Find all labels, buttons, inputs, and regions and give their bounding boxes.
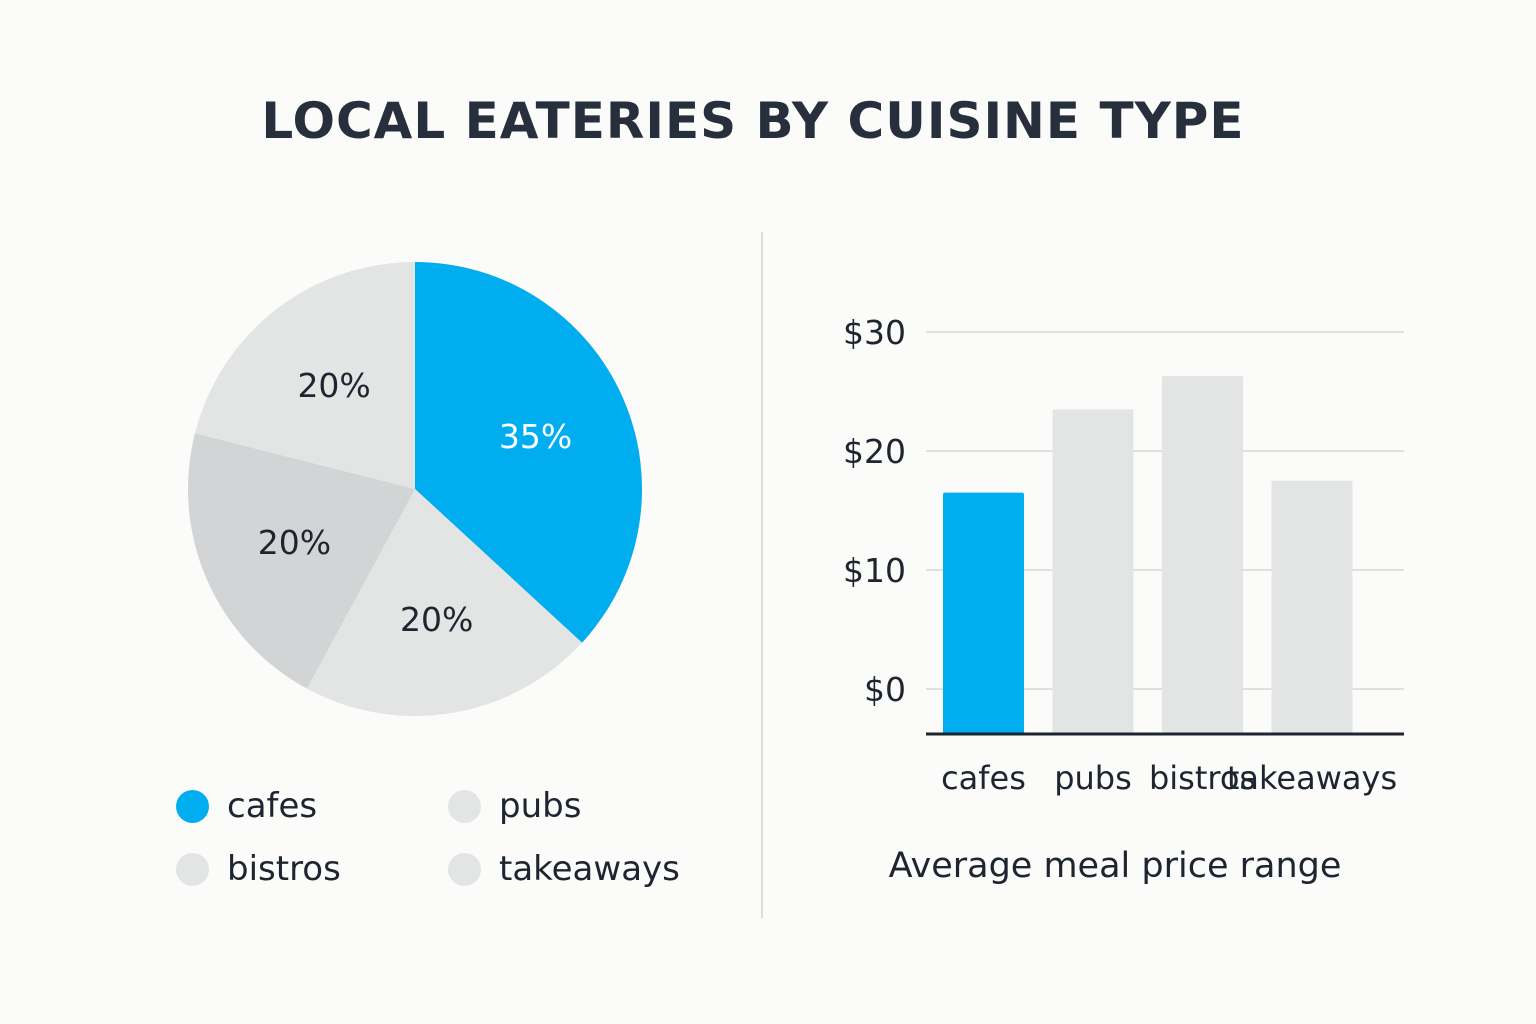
- legend-label: takeaways: [499, 849, 680, 889]
- legend-swatch: [448, 789, 481, 823]
- y-tick-label: $0: [864, 670, 906, 709]
- legend-swatch: [448, 852, 481, 886]
- x-tick-label: pubs: [1054, 759, 1132, 797]
- pie-chart: 35% 20% 20% 20%: [187, 262, 642, 716]
- bar-chart-caption: Average meal price range: [888, 846, 1342, 886]
- legend-label: bistros: [227, 849, 341, 889]
- pie-slice-1: [306, 489, 583, 716]
- pie-slice-0: [415, 262, 642, 643]
- x-tick-label: cafes: [941, 759, 1026, 797]
- x-tick-label: takeaways: [1227, 759, 1397, 797]
- pie-legend: cafes pubs bistros takeaways: [176, 780, 716, 900]
- legend-swatch: [176, 789, 209, 823]
- panel-divider: [761, 232, 763, 918]
- legend-item-bistros: bistros: [176, 843, 341, 895]
- legend-label: pubs: [499, 786, 582, 826]
- bar-cafes: [943, 492, 1024, 734]
- pie-slice-3: [194, 262, 415, 489]
- y-tick-label: $20: [843, 432, 906, 471]
- pie-slice-label-2: 20%: [258, 523, 331, 562]
- pie-slice-label-1: 20%: [400, 600, 473, 639]
- pie-slice-label-3: 20%: [297, 366, 370, 405]
- x-tick-label: bistros: [1149, 759, 1256, 797]
- y-tick-label: $10: [843, 551, 906, 590]
- legend-item-cafes: cafes: [176, 780, 317, 832]
- legend-label: cafes: [227, 786, 318, 826]
- pie-slice-2: [187, 433, 415, 689]
- legend-item-takeaways: takeaways: [448, 843, 680, 895]
- pie-slice-label-0: 35%: [499, 417, 572, 456]
- chart-title: LOCAL EATERIES BY CUISINE TYPE: [261, 92, 1245, 150]
- legend-item-pubs: pubs: [448, 780, 581, 832]
- bar-bistros: [1162, 376, 1243, 734]
- bar-takeaways: [1271, 480, 1353, 734]
- legend-swatch: [176, 852, 209, 886]
- bar-pubs: [1052, 409, 1134, 734]
- y-tick-label: $30: [843, 313, 906, 352]
